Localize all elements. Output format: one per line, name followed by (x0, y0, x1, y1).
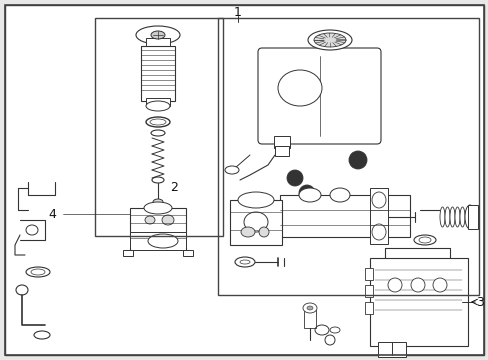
Ellipse shape (151, 130, 164, 136)
Ellipse shape (238, 192, 273, 208)
Ellipse shape (244, 212, 267, 232)
FancyBboxPatch shape (258, 48, 380, 144)
Text: 4: 4 (49, 208, 57, 221)
Bar (130, 208, 185, 238)
Ellipse shape (143, 202, 172, 214)
Bar (273, 136, 289, 148)
Bar (146, 98, 170, 106)
Ellipse shape (454, 207, 459, 227)
Ellipse shape (145, 216, 155, 224)
Bar (123, 250, 133, 256)
Ellipse shape (439, 309, 449, 317)
Ellipse shape (153, 199, 163, 205)
Bar (229, 200, 282, 245)
Bar (369, 188, 387, 244)
Ellipse shape (150, 119, 165, 125)
Ellipse shape (459, 207, 464, 227)
Ellipse shape (298, 188, 320, 202)
Ellipse shape (410, 278, 424, 292)
Ellipse shape (393, 310, 405, 320)
Ellipse shape (313, 33, 346, 47)
Ellipse shape (224, 166, 239, 174)
Text: 3: 3 (475, 296, 483, 309)
Ellipse shape (371, 224, 385, 240)
Ellipse shape (298, 185, 314, 201)
Ellipse shape (286, 170, 303, 186)
Ellipse shape (162, 215, 174, 225)
Bar (364, 302, 372, 314)
Ellipse shape (307, 30, 351, 50)
Bar (396, 320, 408, 340)
Bar (369, 258, 467, 346)
Bar (95, 18, 223, 236)
Text: 1: 1 (234, 5, 242, 18)
Bar (280, 195, 409, 237)
Ellipse shape (136, 26, 180, 44)
Ellipse shape (306, 306, 312, 310)
Bar (439, 315, 449, 337)
Ellipse shape (152, 177, 163, 183)
Ellipse shape (449, 207, 454, 227)
Ellipse shape (241, 227, 254, 237)
Bar (364, 268, 372, 280)
Ellipse shape (329, 188, 349, 202)
Bar (218, 18, 478, 295)
Ellipse shape (444, 207, 449, 227)
Bar (377, 342, 405, 357)
Ellipse shape (432, 278, 446, 292)
Bar (183, 250, 193, 256)
Bar (274, 146, 288, 156)
Bar (146, 38, 170, 46)
Ellipse shape (348, 151, 366, 169)
Ellipse shape (259, 227, 268, 237)
Ellipse shape (387, 278, 401, 292)
Ellipse shape (371, 192, 385, 208)
Bar (467, 205, 477, 229)
Bar (130, 232, 185, 250)
Ellipse shape (439, 207, 444, 227)
Ellipse shape (146, 117, 170, 127)
Ellipse shape (303, 303, 316, 313)
Ellipse shape (151, 31, 164, 39)
Ellipse shape (148, 234, 178, 248)
Bar (304, 310, 315, 328)
Ellipse shape (278, 70, 321, 106)
Bar (141, 46, 175, 101)
Ellipse shape (464, 205, 474, 229)
Text: 2: 2 (169, 181, 177, 194)
Ellipse shape (146, 101, 170, 111)
Bar (364, 285, 372, 297)
